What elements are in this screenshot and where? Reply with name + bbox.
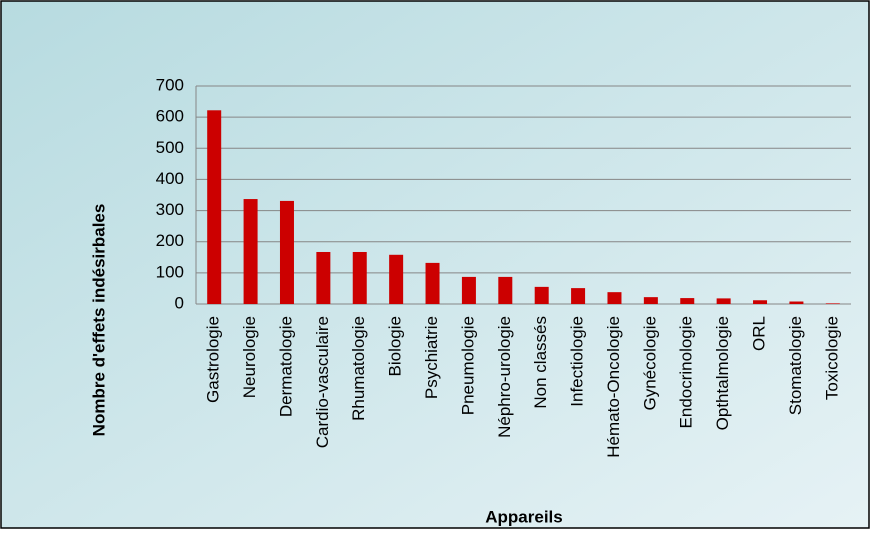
x-tick-label: Stomatologie bbox=[786, 316, 805, 415]
x-tick-label: Infectiologie bbox=[568, 316, 587, 407]
y-tick-label: 100 bbox=[156, 262, 184, 281]
x-tick-label: Pneumologie bbox=[458, 316, 477, 415]
x-tick-label: Endocrinologie bbox=[677, 316, 696, 428]
bar bbox=[243, 199, 258, 304]
bar bbox=[716, 298, 731, 304]
bar bbox=[389, 254, 404, 304]
bar bbox=[680, 298, 695, 304]
bar bbox=[316, 251, 331, 304]
bar bbox=[425, 262, 440, 304]
x-axis-label: Appareils bbox=[485, 507, 562, 526]
bar bbox=[789, 301, 804, 304]
bar bbox=[753, 300, 768, 304]
bar bbox=[498, 276, 513, 304]
x-tick-label: Néphro-urologie bbox=[495, 316, 514, 438]
x-tick-label: Hémato-Oncologie bbox=[604, 316, 623, 458]
x-tick-label: Psychiatrie bbox=[422, 316, 441, 399]
x-tick-label: Cardio-vasculaire bbox=[313, 316, 332, 448]
y-tick-label: 200 bbox=[156, 231, 184, 250]
bar bbox=[461, 276, 476, 304]
x-tick-label: Neurologie bbox=[240, 316, 259, 398]
x-tick-label: Dermatologie bbox=[276, 316, 295, 417]
x-tick-label: Opthtalmologie bbox=[713, 316, 732, 430]
y-axis-label: Nombre d'effets indésirbales bbox=[89, 204, 108, 437]
x-tick-label: Gastrologie bbox=[204, 316, 223, 403]
bar bbox=[352, 251, 367, 304]
bar bbox=[571, 288, 586, 304]
x-tick-label: Rhumatologie bbox=[349, 316, 368, 421]
x-tick-label: Gynécologie bbox=[640, 316, 659, 411]
x-tick-label: Toxicologie bbox=[822, 316, 841, 400]
x-tick-label: Biologie bbox=[386, 316, 405, 377]
y-tick-label: 600 bbox=[156, 107, 184, 126]
bar bbox=[825, 303, 840, 304]
x-tick-label: ORL bbox=[750, 316, 769, 351]
y-tick-label: 400 bbox=[156, 169, 184, 188]
y-tick-label: 700 bbox=[156, 75, 184, 94]
y-tick-label: 300 bbox=[156, 200, 184, 219]
y-tick-label: 500 bbox=[156, 138, 184, 157]
bar bbox=[534, 286, 549, 304]
y-tick-label: 0 bbox=[175, 293, 184, 312]
bar bbox=[279, 200, 294, 304]
bar bbox=[207, 110, 222, 304]
bar bbox=[643, 297, 658, 304]
x-tick-label: Non classés bbox=[531, 316, 550, 409]
bar bbox=[607, 292, 622, 304]
